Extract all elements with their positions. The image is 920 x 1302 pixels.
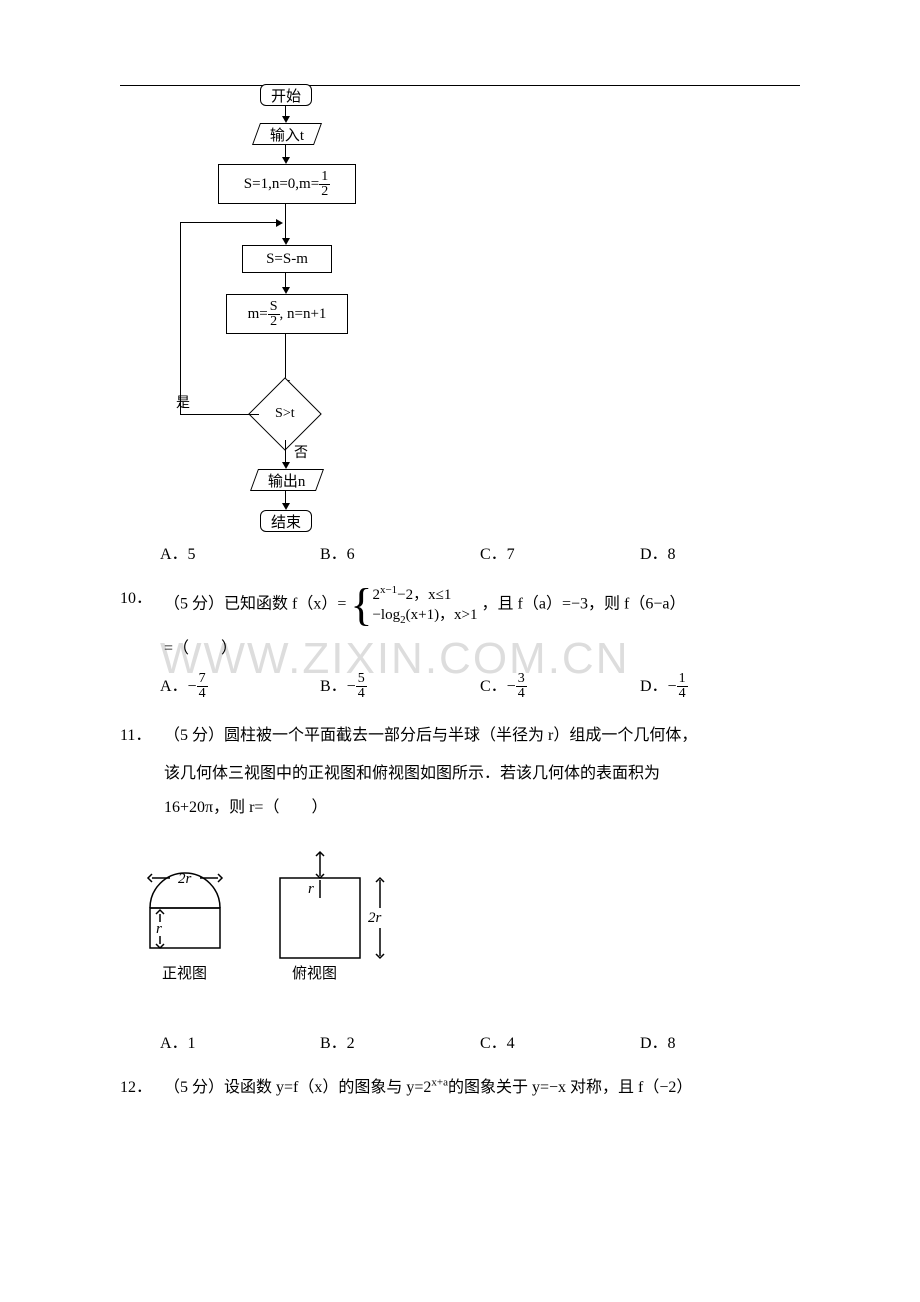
- q12: 12． （5 分）设函数 y=f（x）的图象与 y=2x+a的图象关于 y=−x…: [120, 1071, 800, 1105]
- q11-svg: 2r r 正视图 r 2r 俯视图: [130, 838, 450, 1018]
- fc-end: 结束: [260, 510, 312, 532]
- q10-opt-c: C．−34: [480, 672, 640, 702]
- q10-opt-a: A．−74: [160, 672, 320, 702]
- q10-options: A．−74 B．−54 C．−34 D．−14: [120, 672, 800, 702]
- q11-line2: 该几何体三视图中的正视图和俯视图如图所示．若该几何体的表面积为: [120, 757, 800, 791]
- page-content: 开始 输入t S=1,n=0,m=12 S=S-m m=S2, n=n+1 S>…: [120, 80, 800, 1105]
- q11-points: （5 分）: [164, 727, 224, 744]
- q11-opt-a: A．1: [160, 1029, 320, 1053]
- q10-num: 10．: [120, 582, 164, 628]
- q12-points: （5 分）: [164, 1079, 224, 1096]
- svg-text:正视图: 正视图: [162, 965, 207, 982]
- q11-options: A．1 B．2 C．4 D．8: [120, 1029, 800, 1053]
- q12-exp: x+a: [431, 1077, 448, 1089]
- q12-pre: 设函数 y=f（x）的图象与 y=2: [224, 1079, 431, 1096]
- q11-opt-b: B．2: [320, 1029, 480, 1053]
- svg-text:2r: 2r: [368, 910, 382, 926]
- q11-opt-d: D．8: [640, 1029, 800, 1053]
- fc-yes-label: 是: [176, 392, 190, 412]
- q10-mid: ，且 f（a）=−3，则 f（6−a）: [482, 596, 686, 613]
- fc-input: 输入t: [252, 123, 322, 145]
- q11-line3: 16+20π，则 r=（ ）: [120, 791, 800, 825]
- fc-output: 输出n: [250, 469, 324, 491]
- svg-text:r: r: [156, 921, 162, 937]
- q12-post: 的图象关于 y=−x 对称，且 f（−2）: [448, 1079, 692, 1096]
- svg-text:r: r: [308, 881, 314, 897]
- q11: 11． （5 分）圆柱被一个平面截去一部分后与半球（半径为 r）组成一个几何体，: [120, 719, 800, 753]
- svg-text:俯视图: 俯视图: [292, 965, 337, 982]
- q9-opt-c: C．7: [480, 540, 640, 564]
- q10-tail: =（ ）: [120, 632, 800, 666]
- q11-num: 11．: [120, 719, 164, 753]
- q11-figures: 2r r 正视图 r 2r 俯视图: [130, 838, 800, 1023]
- q12-num: 12．: [120, 1071, 164, 1105]
- svg-text:2r: 2r: [178, 871, 192, 887]
- fc-start: 开始: [260, 84, 312, 106]
- q9-opt-d: D．8: [640, 540, 800, 564]
- q10-opt-b: B．−54: [320, 672, 480, 702]
- fc-step2: m=S2, n=n+1: [226, 294, 348, 334]
- flowchart: 开始 输入t S=1,n=0,m=12 S=S-m m=S2, n=n+1 S>…: [160, 80, 390, 620]
- q11-line1: 圆柱被一个平面截去一部分后与半球（半径为 r）组成一个几何体，: [224, 727, 697, 744]
- fc-init: S=1,n=0,m=12: [218, 164, 356, 204]
- q10-opt-d: D．−14: [640, 672, 800, 702]
- fc-step1: S=S-m: [242, 245, 332, 273]
- q11-opt-c: C．4: [480, 1029, 640, 1053]
- fc-no-label: 否: [294, 442, 308, 462]
